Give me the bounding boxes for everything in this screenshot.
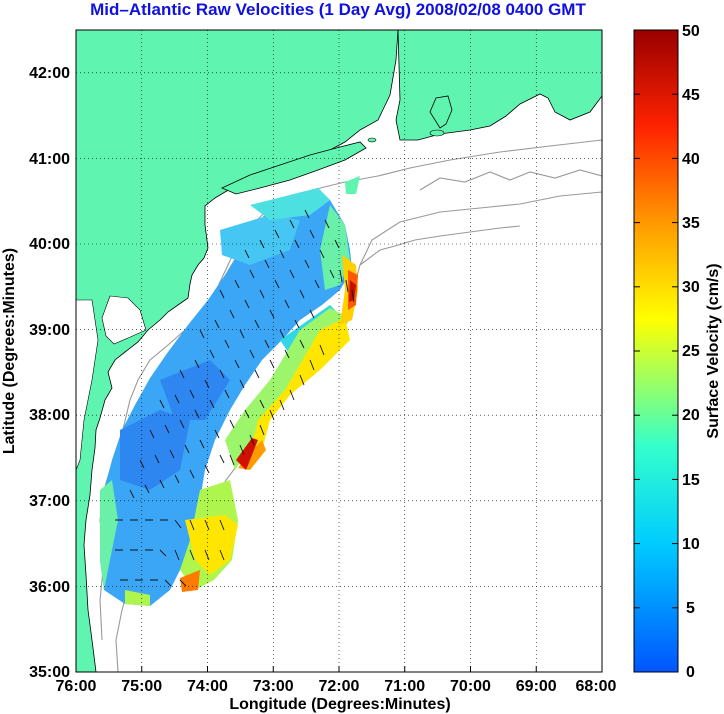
colorbar	[633, 29, 679, 673]
chart-title: Mid–Atlantic Raw Velocities (1 Day Avg) …	[90, 0, 586, 19]
velocity-arrows	[115, 209, 355, 587]
land-island-nantucket	[429, 129, 445, 137]
x-tick-label: 74:00	[187, 678, 228, 695]
land-cape-cod	[429, 95, 453, 129]
map-area	[76, 30, 602, 672]
colorbar-tick-marks	[634, 93, 678, 609]
colorbar-tick-label: 0	[686, 664, 695, 681]
y-tick-label: 37:00	[29, 493, 70, 510]
colorbar-tick-label: 15	[682, 472, 700, 489]
x-tick-label: 72:00	[319, 678, 360, 695]
x-tick-label: 70:00	[450, 678, 491, 695]
x-tick-labels: 76:00 75:00 74:00 73:00 72:00 71:00 70:0…	[56, 678, 617, 695]
colorbar-tick-label: 45	[682, 87, 700, 104]
colorbar-tick-label: 20	[682, 407, 700, 424]
delaware-bay	[101, 295, 147, 345]
y-tick-label: 35:00	[29, 664, 70, 681]
y-tick-label: 39:00	[29, 322, 70, 339]
y-tick-label: 36:00	[29, 579, 70, 596]
colorbar-tick-label: 40	[682, 151, 700, 168]
land-island-block	[367, 137, 377, 143]
y-tick-label: 42:00	[29, 65, 70, 82]
x-tick-label: 73:00	[253, 678, 294, 695]
y-tick-label: 40:00	[29, 236, 70, 253]
y-tick-label: 38:00	[29, 407, 70, 424]
colorbar-label: Surface Velocity (cm/s)	[705, 263, 722, 438]
y-axis-label: Latitude (Degrees:Minutes)	[1, 248, 18, 454]
colorbar-tick-label: 35	[682, 215, 700, 232]
x-tick-marks	[141, 666, 537, 672]
land-long-island	[221, 141, 367, 195]
x-tick-label: 69:00	[516, 678, 557, 695]
colorbar-tick-label: 30	[682, 279, 700, 296]
y-tick-labels: 42:00 41:00 40:00 39:00 38:00 37:00 36:0…	[29, 65, 70, 681]
colorbar-tick-labels: 50 45 40 35 30 25 20 15 10 5 0	[682, 23, 700, 681]
colorbar-tick-label: 25	[682, 343, 700, 360]
y-tick-label: 41:00	[29, 151, 70, 168]
x-axis-label: Longitude (Degrees:Minutes)	[229, 696, 450, 713]
x-tick-label: 75:00	[121, 678, 162, 695]
chesapeake-bay	[76, 299, 99, 471]
colorbar-tick-label: 5	[686, 600, 695, 617]
x-tick-label: 76:00	[56, 678, 97, 695]
x-tick-label: 68:00	[576, 678, 617, 695]
colorbar-tick-label: 50	[682, 23, 700, 40]
colorbar-tick-label: 10	[682, 536, 700, 553]
x-tick-label: 71:00	[384, 678, 425, 695]
